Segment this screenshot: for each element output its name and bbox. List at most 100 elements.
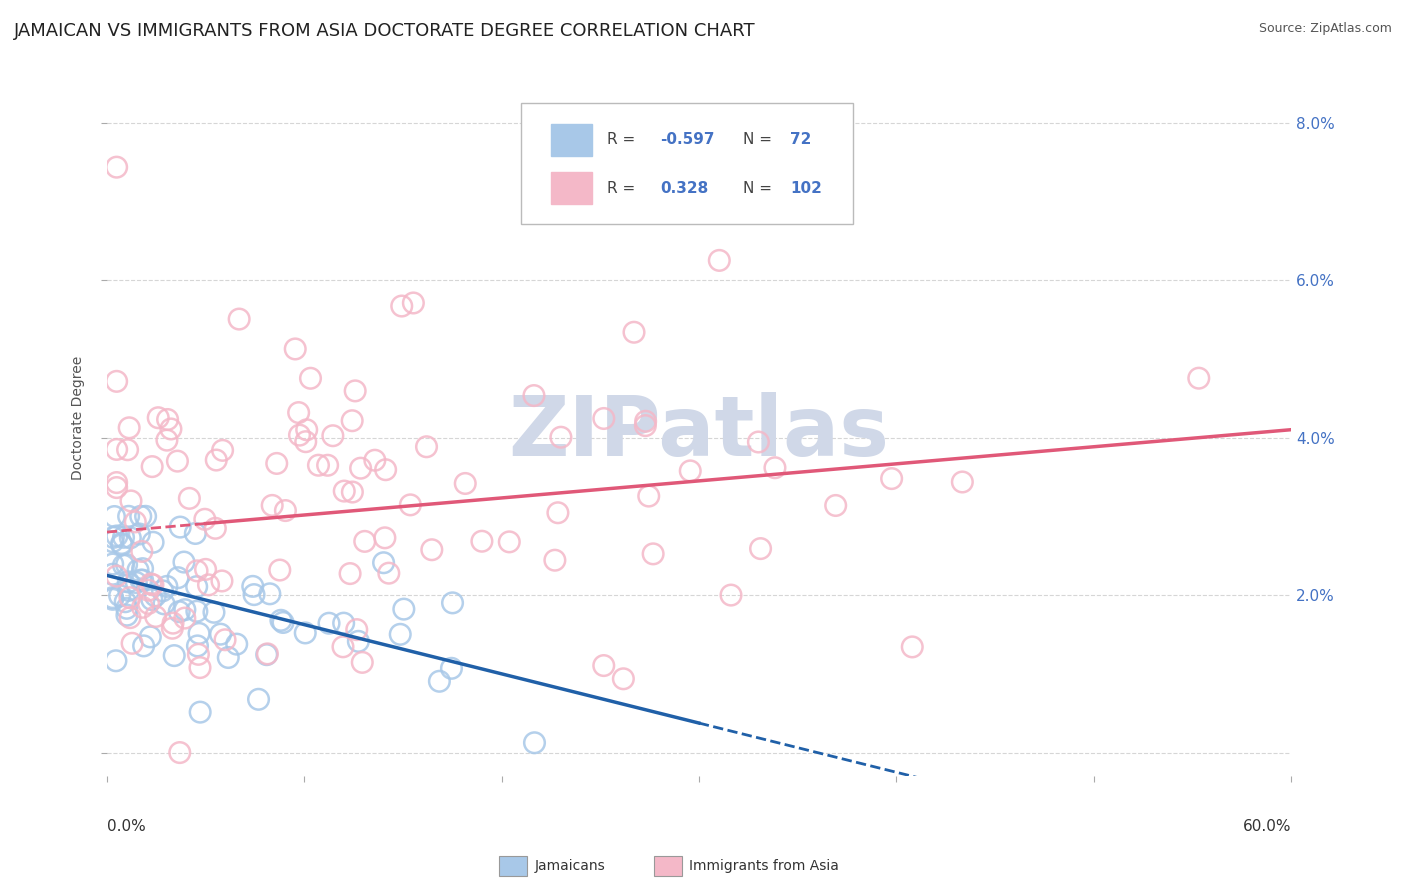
Point <box>112 558 135 573</box>
Point <box>127 563 149 577</box>
Point <box>211 443 233 458</box>
Point <box>204 521 226 535</box>
Point <box>352 656 374 670</box>
Point <box>105 481 128 495</box>
Point <box>128 527 150 541</box>
Point <box>242 579 264 593</box>
Point <box>402 296 425 310</box>
Point <box>353 534 375 549</box>
Point <box>105 442 128 457</box>
Point <box>117 574 139 589</box>
Point <box>173 555 195 569</box>
Point <box>364 453 387 467</box>
Point <box>169 520 191 534</box>
Text: Jamaicans: Jamaicans <box>534 859 605 873</box>
Point <box>637 489 659 503</box>
Point <box>284 342 307 356</box>
Point <box>162 621 184 635</box>
Point <box>441 596 464 610</box>
Point <box>125 575 148 590</box>
Point <box>266 457 288 471</box>
Point <box>523 736 546 750</box>
Point <box>471 534 494 549</box>
Point <box>228 312 250 326</box>
Point <box>399 498 422 512</box>
Point <box>166 454 188 468</box>
Point <box>440 661 463 675</box>
Point <box>117 509 139 524</box>
Point <box>105 375 128 389</box>
Point <box>162 616 184 631</box>
Point <box>118 583 141 598</box>
Point <box>120 494 142 508</box>
Point <box>108 589 131 603</box>
Point <box>749 541 772 556</box>
Text: ZIPatlas: ZIPatlas <box>509 392 890 473</box>
Point <box>454 476 477 491</box>
Point <box>709 253 731 268</box>
Text: 0.0%: 0.0% <box>107 819 145 834</box>
Point <box>211 574 233 588</box>
Text: Source: ZipAtlas.com: Source: ZipAtlas.com <box>1258 22 1392 36</box>
Point <box>344 384 367 398</box>
Text: 60.0%: 60.0% <box>1243 819 1291 834</box>
Point <box>187 648 209 662</box>
Point <box>153 597 176 611</box>
Point <box>121 636 143 650</box>
Point <box>120 531 142 545</box>
Point <box>114 595 136 609</box>
Point <box>110 536 132 550</box>
Point <box>271 615 294 630</box>
Point <box>498 534 520 549</box>
Point <box>145 609 167 624</box>
Point <box>118 591 141 605</box>
Point <box>392 602 415 616</box>
Point <box>152 583 174 598</box>
Point <box>173 611 195 625</box>
Point <box>160 422 183 436</box>
Point <box>132 639 155 653</box>
Point <box>824 499 846 513</box>
Point <box>288 428 311 442</box>
Point <box>105 160 128 174</box>
Point <box>342 485 364 500</box>
Point <box>148 410 170 425</box>
Point <box>247 692 270 706</box>
Point <box>135 509 157 524</box>
Point <box>202 605 225 619</box>
Point <box>592 411 614 425</box>
Point <box>634 418 657 433</box>
Point <box>763 460 786 475</box>
Point <box>340 414 363 428</box>
Point <box>101 567 124 582</box>
Point <box>118 421 141 435</box>
Point <box>131 573 153 587</box>
Point <box>179 491 201 506</box>
Point <box>308 458 330 473</box>
Point <box>269 563 291 577</box>
Point <box>139 630 162 644</box>
Point <box>214 632 236 647</box>
Point <box>373 556 395 570</box>
Point <box>332 640 354 654</box>
Point <box>256 647 278 661</box>
Point <box>194 562 217 576</box>
Point <box>274 503 297 517</box>
Point <box>374 531 396 545</box>
Point <box>142 578 165 592</box>
Point <box>389 627 412 641</box>
Point <box>101 534 124 549</box>
Point <box>950 475 973 489</box>
Point <box>156 579 179 593</box>
Point <box>679 464 702 478</box>
Text: N =: N = <box>742 181 776 196</box>
Point <box>294 626 316 640</box>
Point <box>880 472 903 486</box>
Text: -0.597: -0.597 <box>659 132 714 147</box>
Point <box>378 566 401 581</box>
Point <box>349 461 371 475</box>
Point <box>131 544 153 558</box>
Point <box>131 562 153 576</box>
Point <box>318 616 340 631</box>
Point <box>612 672 634 686</box>
